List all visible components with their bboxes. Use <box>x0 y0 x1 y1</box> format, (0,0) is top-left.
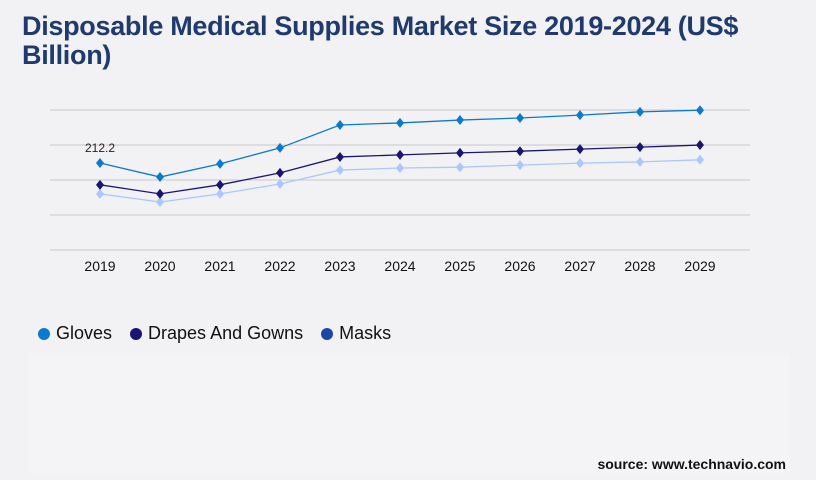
data-point-marker <box>96 158 104 169</box>
x-tick-label: 2019 <box>84 258 115 274</box>
legend-item: Drapes And Gowns <box>130 323 303 344</box>
x-tick-label: 2022 <box>264 258 295 274</box>
line-chart: 2019 2020 2021 2022 2023 2024 2025 2026 2027 2028… <box>50 105 750 274</box>
data-point-marker <box>636 106 644 117</box>
legend-marker-icon <box>130 327 143 340</box>
data-point-marker <box>696 140 704 151</box>
x-tick-label: 2021 <box>204 258 235 274</box>
data-point-marker <box>396 163 404 174</box>
x-tick-label: 2026 <box>504 258 535 274</box>
data-point-marker <box>636 156 644 167</box>
source-text: source: www.technavio.com <box>597 456 786 472</box>
x-tick-label: 2023 <box>324 258 355 274</box>
data-point-marker <box>96 188 104 199</box>
x-tick-label: 2024 <box>384 258 415 274</box>
legend-marker-icon <box>38 327 50 340</box>
data-point-marker <box>216 158 224 169</box>
data-point-marker <box>336 119 344 130</box>
x-tick-label: 2025 <box>444 258 475 274</box>
data-point-marker <box>276 178 284 189</box>
legend-label: Gloves <box>56 323 113 343</box>
legend-label: Drapes And Gowns <box>148 323 304 343</box>
data-label: 212.2 <box>85 141 115 155</box>
data-point-marker <box>576 110 584 121</box>
data-point-marker <box>396 149 404 160</box>
data-point-marker <box>456 115 464 126</box>
data-point-marker <box>576 144 584 155</box>
data-point-marker <box>156 197 164 208</box>
data-point-marker <box>396 117 404 128</box>
data-point-marker <box>336 151 344 162</box>
data-point-marker <box>516 160 524 171</box>
x-tick-label: 2029 <box>684 258 715 274</box>
legend-panel-background <box>30 355 790 473</box>
x-tick-label: 2020 <box>144 258 175 274</box>
data-point-marker <box>636 142 644 153</box>
legend: Gloves Drapes And Gowns Masks <box>38 323 391 344</box>
data-point-marker <box>516 146 524 157</box>
data-point-marker <box>216 179 224 190</box>
data-point-marker <box>276 142 284 153</box>
legend-item: Masks <box>321 323 391 344</box>
data-point-marker <box>516 112 524 123</box>
legend-label: Masks <box>339 323 392 343</box>
data-point-marker <box>456 147 464 158</box>
data-point-marker <box>96 179 104 190</box>
x-tick-label: 2027 <box>564 258 595 274</box>
data-point-marker <box>276 167 284 178</box>
data-point-marker <box>696 105 704 116</box>
legend-item: Gloves <box>38 323 112 344</box>
data-point-marker <box>216 188 224 199</box>
data-point-marker <box>576 158 584 169</box>
data-point-marker <box>156 172 164 183</box>
data-point-marker <box>336 165 344 176</box>
legend-marker-icon <box>321 327 334 340</box>
data-point-marker <box>156 188 164 199</box>
data-point-marker <box>456 162 464 173</box>
chart-title: Disposable Medical Supplies Market Size … <box>22 11 739 70</box>
data-point-marker <box>696 154 704 165</box>
x-tick-label: 2028 <box>624 258 655 274</box>
